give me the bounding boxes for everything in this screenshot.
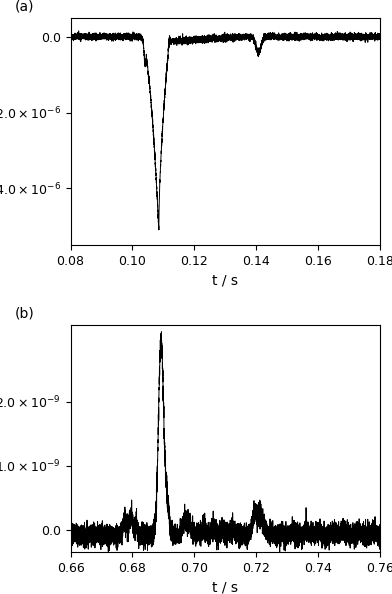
Text: (b): (b) <box>15 307 34 320</box>
Text: (a): (a) <box>15 0 34 13</box>
X-axis label: t / s: t / s <box>212 274 238 287</box>
X-axis label: t / s: t / s <box>212 581 238 594</box>
